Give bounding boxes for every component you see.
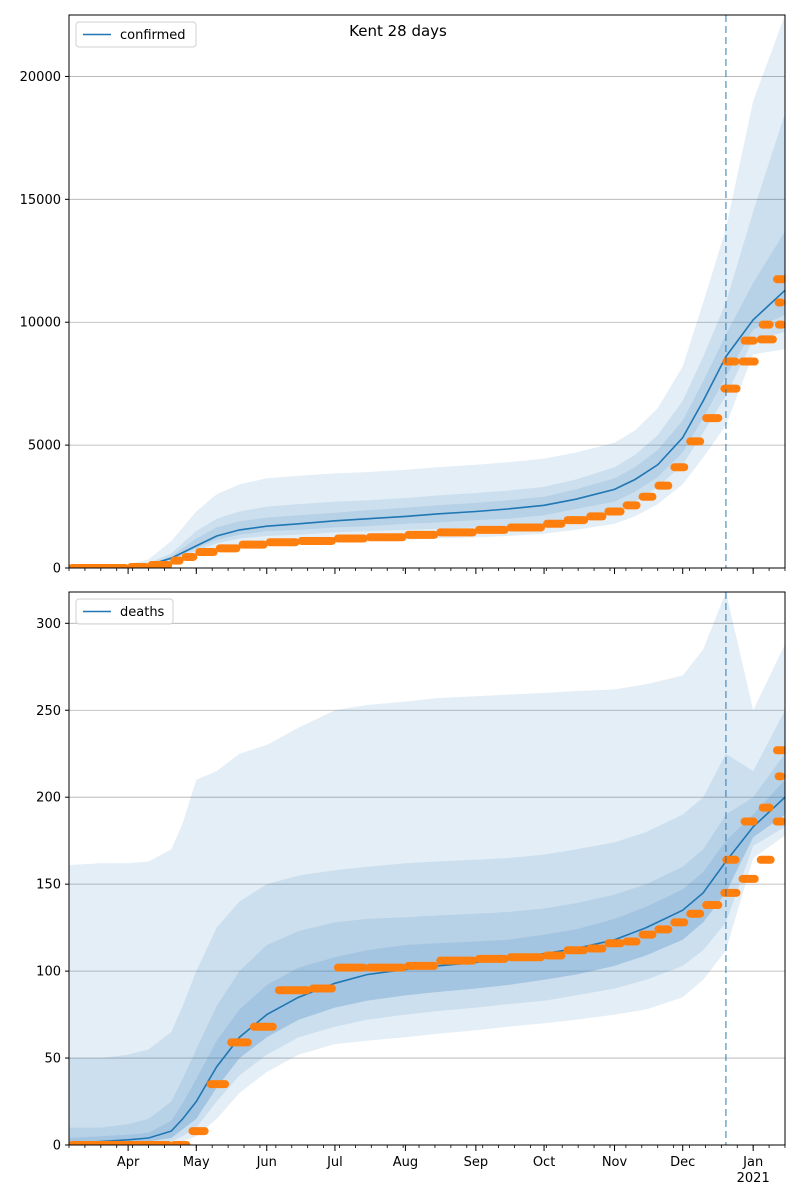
x-tick-label: Oct	[533, 1155, 555, 1170]
legend-label: confirmed	[120, 28, 186, 43]
plot-area	[69, 592, 785, 1145]
y-tick-label: 100	[36, 965, 61, 980]
x-tick-label: Aug	[393, 1155, 418, 1170]
model-median-line	[69, 289, 785, 568]
x-tick-label: Apr	[117, 1155, 140, 1170]
confirmed-panel: 0 5000 10000 15000 20000 confirmed	[20, 14, 786, 577]
y-tick-label: 0	[53, 562, 61, 577]
y-tick-label: 0	[53, 1139, 61, 1154]
y-tick-label: 200	[36, 791, 61, 806]
x-tick-label: Dec	[670, 1155, 695, 1170]
y-tick-label: 20000	[20, 70, 61, 85]
legend: confirmed	[75, 21, 197, 48]
uncertainty-band-2	[69, 710, 785, 1145]
figure-title: Kent 28 days	[349, 22, 447, 40]
x-tick-label: Jun	[256, 1155, 277, 1170]
plot-area	[69, 15, 785, 568]
legend: deaths	[75, 598, 174, 625]
axes-frame	[68, 591, 786, 1146]
legend-box	[75, 598, 174, 625]
y-tick-label: 150	[36, 878, 61, 893]
y-tick-label: 50	[44, 1052, 61, 1067]
model-median-line	[69, 796, 785, 1145]
uncertainty-band-1	[69, 592, 785, 1145]
y-tick-label: 300	[36, 617, 61, 632]
y-tick-label: 15000	[20, 193, 61, 208]
uncertainty-band-3	[69, 753, 785, 1145]
deaths-panel: 0 50 100 150 200 250 300 Apr May Jun Jul Aug Sep Oct N…	[36, 591, 786, 1186]
x-year-label: 2021	[737, 1171, 770, 1186]
uncertainty-band-3	[69, 231, 785, 568]
y-tick-label: 10000	[20, 316, 61, 331]
x-tick-label: Sep	[464, 1155, 489, 1170]
x-tick-label: May	[183, 1155, 210, 1170]
y-tick-label: 250	[36, 704, 61, 719]
y-tick-label: 5000	[28, 439, 61, 454]
x-tick-label: Jul	[326, 1155, 343, 1170]
x-tick-label: Nov	[602, 1155, 628, 1170]
legend-box	[75, 21, 197, 48]
legend-label: deaths	[120, 605, 165, 620]
axes-frame	[68, 14, 786, 569]
x-tick-label: Jan	[742, 1155, 763, 1170]
